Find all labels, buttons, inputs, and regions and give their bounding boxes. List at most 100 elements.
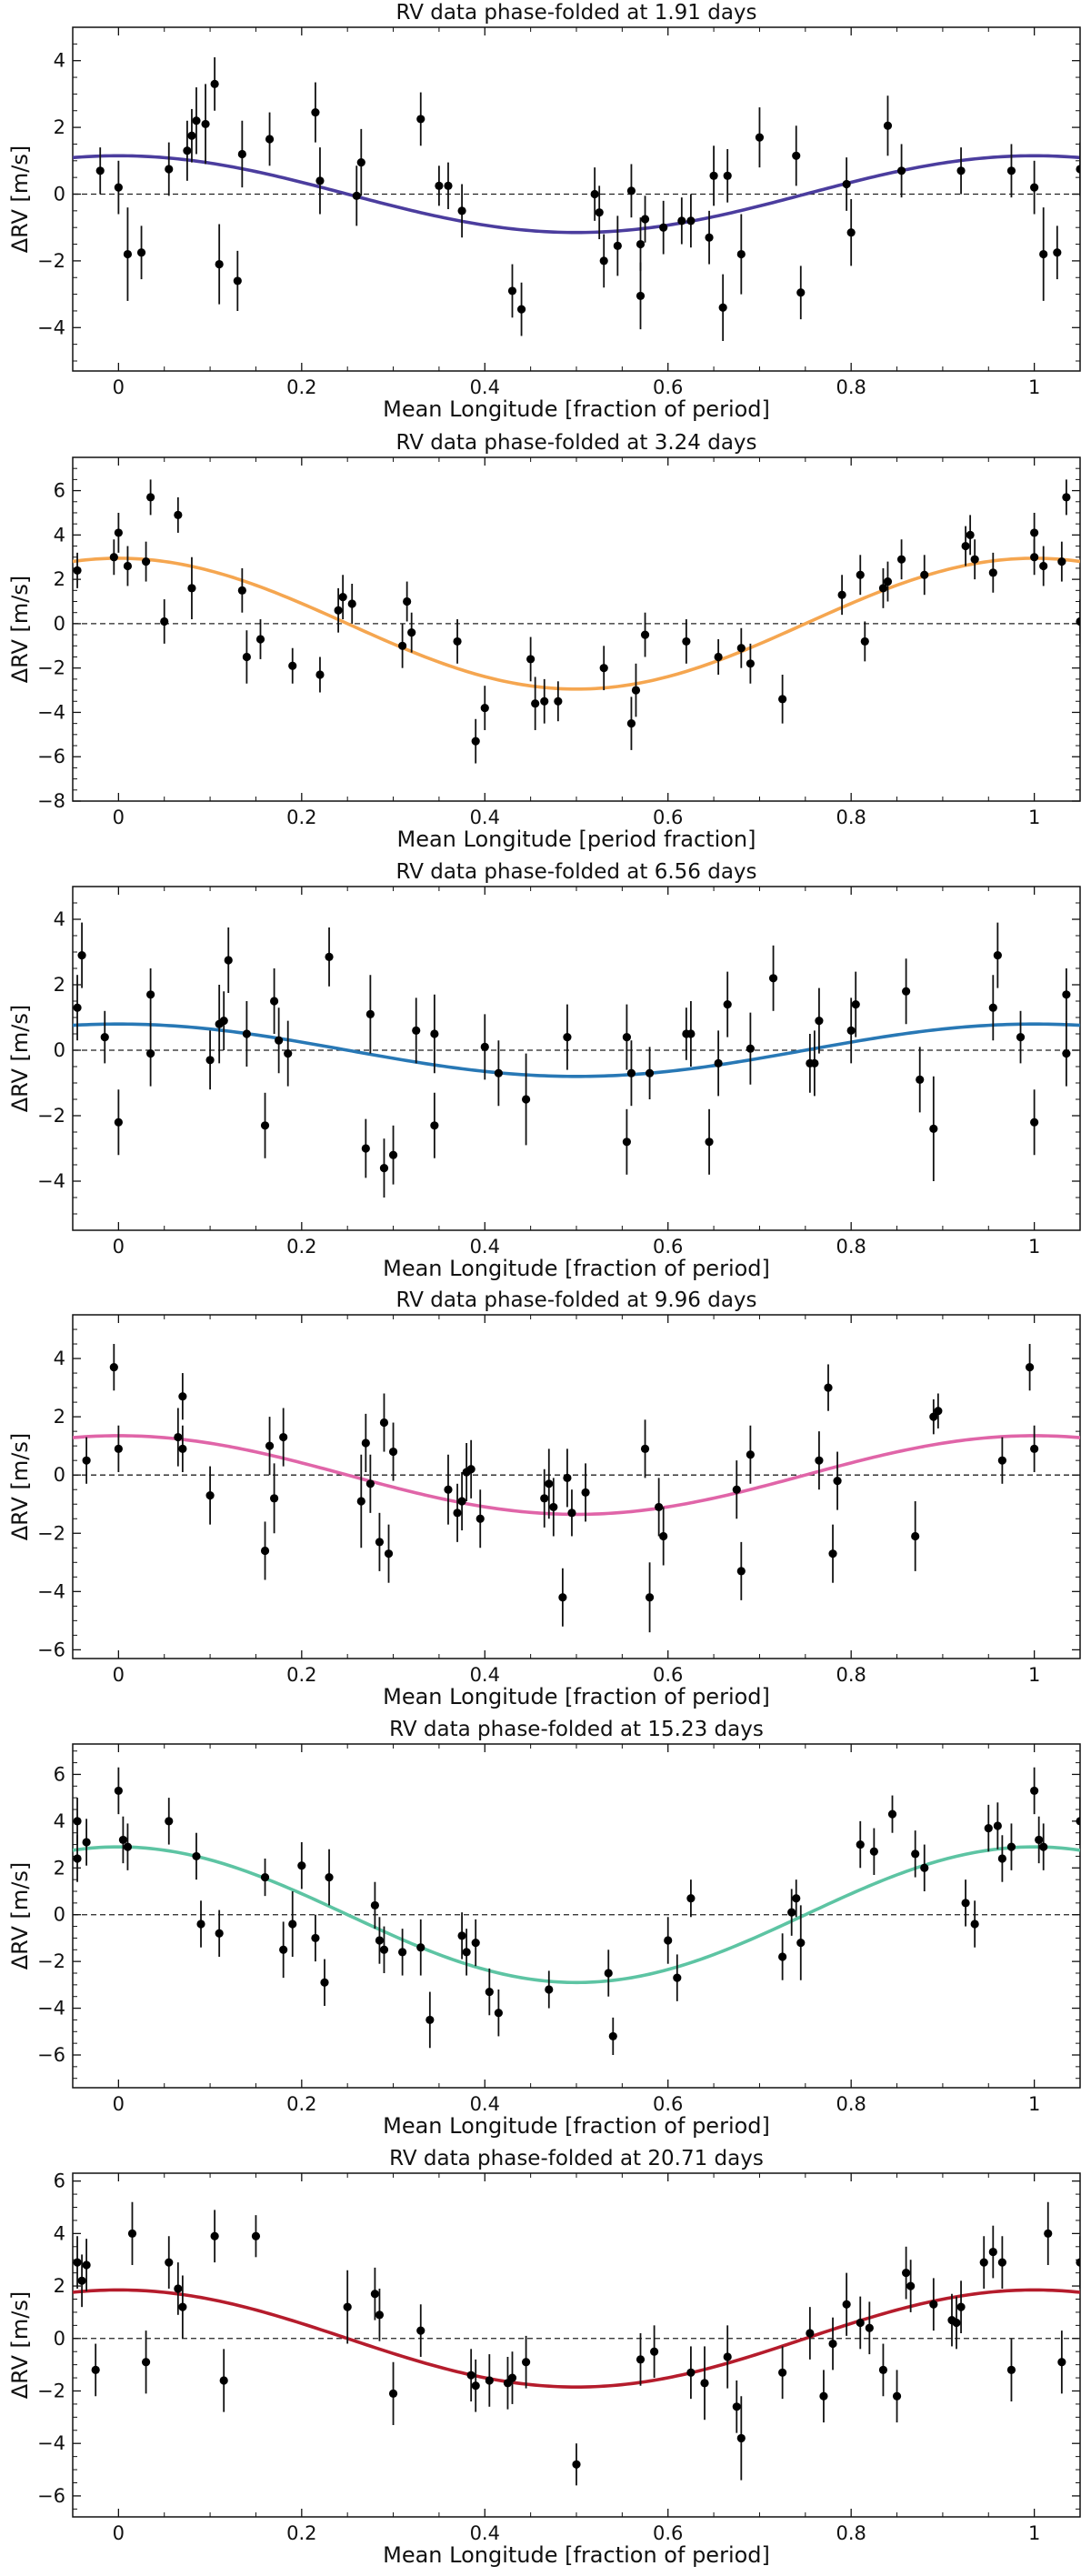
y-tick-label: −2	[37, 2380, 65, 2401]
y-tick-label: 4	[54, 908, 65, 930]
data-point	[416, 115, 425, 124]
data-point	[279, 1945, 288, 1954]
data-point	[686, 216, 696, 226]
data-point	[723, 2352, 732, 2361]
y-tick-label: −4	[37, 316, 65, 338]
data-point	[851, 1000, 860, 1009]
data-point	[700, 2379, 709, 2388]
data-point	[705, 1138, 714, 1147]
chart-panel-3: RV data phase-folded at 6.56 days 0 0.2 0.4…	[7, 860, 1081, 1281]
data-point	[109, 553, 118, 562]
data-point	[631, 686, 641, 695]
data-point	[902, 2269, 911, 2278]
data-point	[192, 116, 201, 125]
data-points	[95, 57, 1080, 341]
data-point	[1030, 528, 1039, 537]
y-tick-label: 0	[54, 1039, 65, 1061]
data-point	[260, 1546, 270, 1556]
data-point	[109, 1363, 118, 1372]
data-point	[141, 557, 151, 566]
data-point	[494, 2009, 503, 2018]
data-point	[526, 655, 535, 664]
data-point	[215, 259, 224, 269]
data-point	[279, 1432, 288, 1442]
data-point	[127, 2229, 137, 2238]
data-point	[352, 191, 361, 200]
y-axis-label: ΔRV [m/s]	[7, 576, 33, 684]
data-point	[640, 1444, 650, 1453]
data-point	[673, 1973, 682, 1982]
data-point	[796, 288, 806, 297]
data-point	[146, 990, 155, 999]
data-point	[398, 1948, 407, 1957]
data-point	[178, 1392, 187, 1401]
data-point	[988, 2247, 997, 2257]
data-point	[398, 641, 407, 650]
data-point	[856, 1839, 865, 1849]
x-tick-label: 1	[1028, 2093, 1040, 2115]
data-point	[626, 719, 636, 728]
x-tick-label: 0.4	[470, 807, 500, 828]
x-tick-label: 0.2	[286, 2093, 316, 2115]
data-point	[929, 2300, 938, 2309]
data-point	[595, 208, 604, 217]
data-point	[375, 1538, 385, 1547]
data-point	[878, 2365, 888, 2375]
data-point	[412, 1026, 421, 1035]
data-point	[997, 2258, 1006, 2267]
data-point	[563, 1473, 572, 1482]
x-tick-label: 0.4	[470, 2522, 500, 2544]
data-point	[545, 1479, 554, 1488]
data-point	[755, 133, 765, 142]
data-points	[73, 922, 1071, 1198]
data-point	[1030, 183, 1039, 192]
y-tick-label: −4	[37, 2432, 65, 2454]
data-point	[1030, 553, 1039, 562]
data-point	[136, 248, 146, 257]
x-tick-label: 0.2	[286, 1664, 316, 1686]
data-point	[608, 2031, 617, 2041]
data-point	[260, 1872, 270, 1882]
data-point	[636, 239, 646, 249]
data-point	[613, 241, 622, 250]
x-tick-label: 0.4	[470, 2093, 500, 2115]
x-tick-label: 0.8	[836, 2522, 866, 2544]
data-point	[114, 1444, 123, 1453]
data-point	[1039, 249, 1048, 259]
data-point	[425, 2015, 435, 2025]
data-point	[73, 566, 82, 575]
y-tick-label: 2	[54, 1857, 65, 1879]
data-point	[819, 2391, 828, 2401]
data-point	[883, 576, 893, 586]
data-point	[929, 1412, 938, 1421]
x-tick-label: 0.8	[836, 1664, 866, 1686]
data-point	[604, 1969, 613, 1978]
data-point	[833, 1476, 842, 1486]
data-point	[878, 584, 888, 593]
data-point	[655, 1502, 664, 1512]
data-point	[599, 256, 608, 266]
data-point	[1006, 166, 1016, 175]
x-tick-label: 0.8	[836, 2093, 866, 2115]
x-tick-label: 0	[113, 1664, 125, 1686]
y-axis-label: ΔRV [m/s]	[7, 1005, 33, 1113]
data-point	[370, 2290, 379, 2299]
data-point	[736, 249, 746, 259]
data-point	[1026, 1363, 1035, 1372]
data-point	[966, 530, 975, 539]
data-point	[210, 79, 219, 88]
chart-panel-2: RV data phase-folded at 3.24 days 0 0.2 0.4…	[7, 431, 1081, 852]
data-point	[77, 951, 86, 960]
data-point	[778, 2368, 787, 2377]
data-point	[361, 1144, 370, 1153]
data-point	[522, 2358, 531, 2367]
data-point	[1076, 2258, 1080, 2267]
data-point	[334, 606, 343, 615]
y-tick-label: 0	[54, 613, 65, 635]
x-axis-label: Mean Longitude [fraction of period]	[383, 2113, 770, 2139]
data-point	[842, 179, 851, 189]
y-tick-label: 0	[54, 1904, 65, 1926]
data-point	[792, 1894, 801, 1903]
data-point	[210, 2231, 219, 2240]
model-curve	[73, 1845, 1080, 1985]
